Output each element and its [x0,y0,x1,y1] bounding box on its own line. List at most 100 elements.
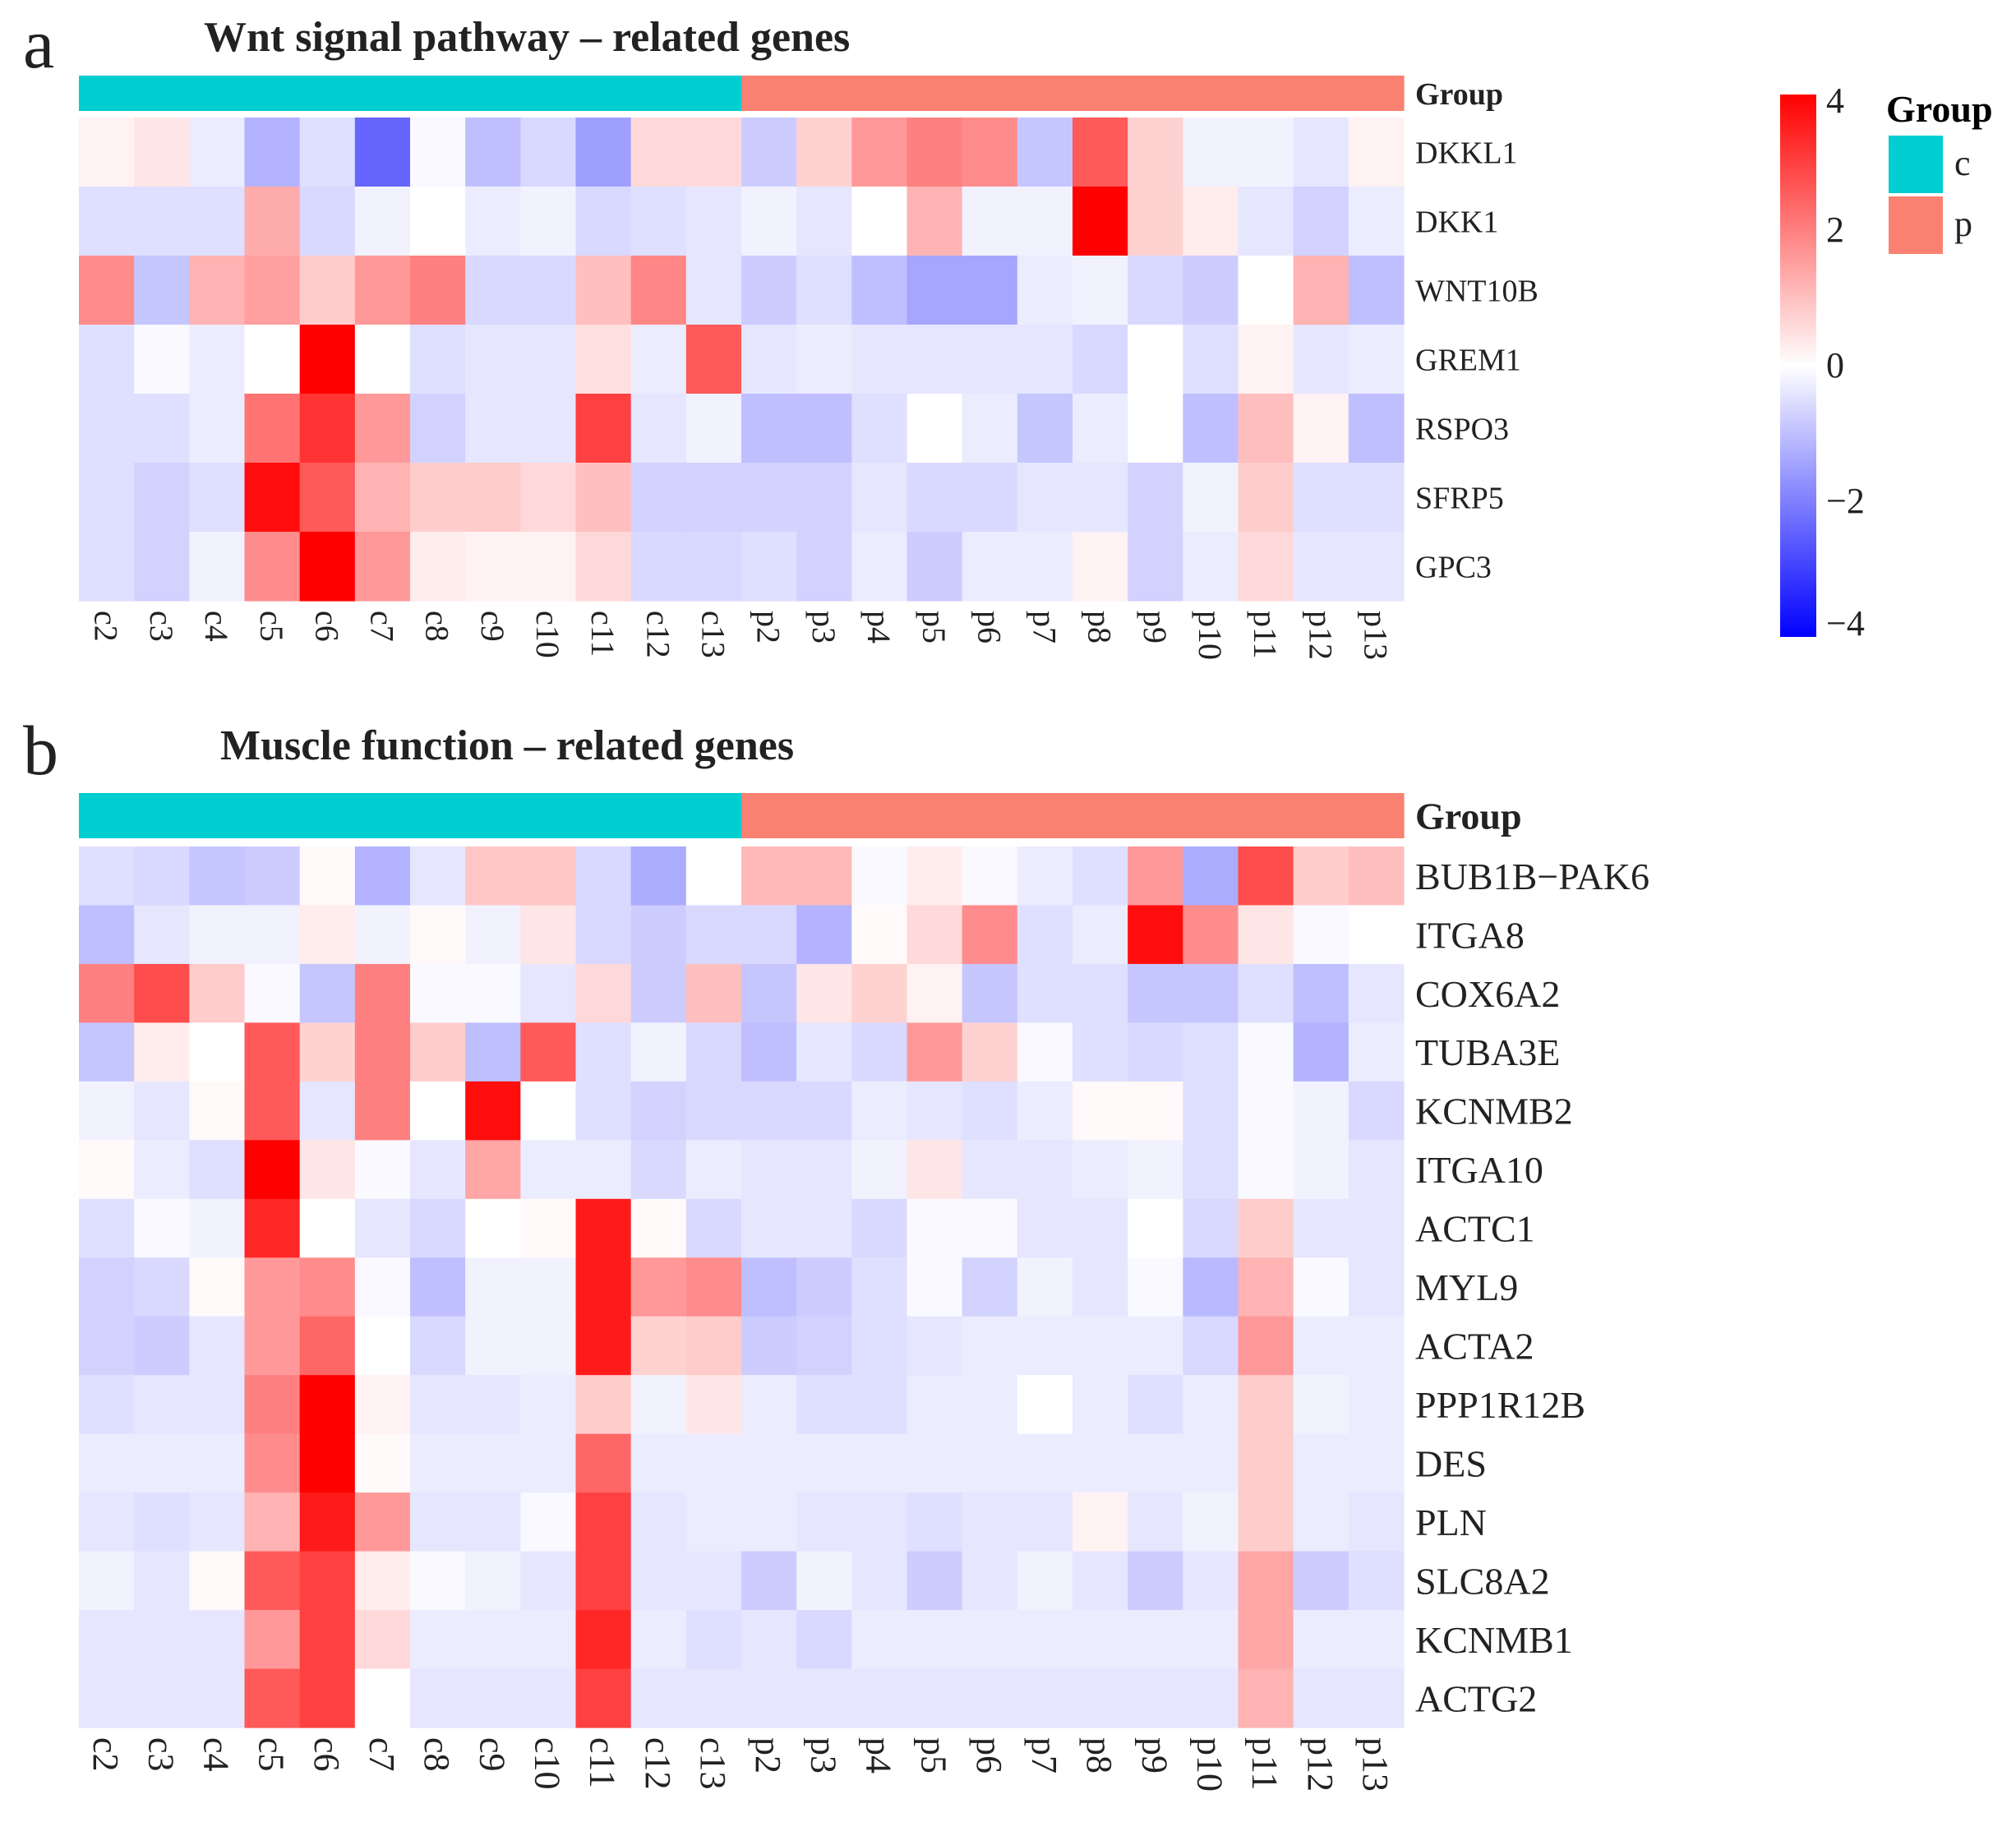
group-annotation-c12 [630,76,687,111]
cell-SLC8A2-c2 [79,1551,135,1611]
cell-PLN-c2 [79,1492,135,1552]
cell-ACTA2-p9 [1128,1316,1183,1376]
cell-GREM1-c5 [244,325,301,394]
row-label-PLN: PLN [1415,1501,1487,1543]
cell-SFRP5-c6 [299,463,356,533]
cell-ITGA10-p12 [1293,1140,1349,1200]
cell-SFRP5-p6 [962,463,1018,533]
cell-ITGA8-p5 [907,905,963,965]
cell-DES-c6 [299,1433,356,1493]
cell-PLN-c6 [299,1492,356,1552]
cell-ITGA8-p9 [1128,905,1183,965]
cell-WNT10B-c8 [410,256,466,325]
cell-WNT10B-c10 [520,256,577,325]
cell-ACTG2-c8 [410,1668,466,1728]
group-annotation-c11 [575,793,632,838]
cell-SLC8A2-p5 [907,1551,963,1611]
cell-ITGA8-p7 [1017,905,1073,965]
cell-PLN-p7 [1017,1492,1073,1552]
cell-KCNMB2-p12 [1293,1081,1349,1141]
cell-KCNMB2-p2 [741,1081,797,1141]
cell-ACTG2-p7 [1017,1668,1073,1728]
cell-WNT10B-p4 [851,256,908,325]
cell-MYL9-p8 [1073,1257,1128,1317]
cell-SFRP5-c5 [244,463,301,533]
cell-DES-c13 [685,1433,742,1493]
cell-ITGA8-c12 [630,905,687,965]
cell-DKKL1-c10 [520,118,577,187]
col-label-c9: c9 [474,611,511,642]
row-label-MYL9: MYL9 [1415,1266,1518,1308]
cell-ACTC1-p5 [907,1198,963,1258]
group-legend-label-c: c [1954,143,1971,183]
group-annotation-p13 [1348,793,1405,838]
cell-PPP1R12B-p4 [851,1375,908,1435]
cell-BUB1B−PAK6-p11 [1238,846,1294,906]
cell-GREM1-c7 [354,325,411,394]
group-annotation-p5 [907,76,963,111]
cell-TUBA3E-c10 [520,1022,577,1082]
cell-ACTC1-p4 [851,1198,908,1258]
cell-BUB1B−PAK6-p12 [1293,846,1349,906]
cell-KCNMB2-c7 [354,1081,411,1141]
cell-PPP1R12B-p5 [907,1375,963,1435]
cell-DES-c12 [630,1433,687,1493]
cell-TUBA3E-c9 [465,1022,521,1082]
cell-KCNMB1-p9 [1128,1610,1183,1670]
group-legend-label-p: p [1954,204,1972,244]
cell-ACTC1-c3 [134,1198,190,1258]
cell-RSPO3-c3 [134,394,190,464]
col-label-c10: c10 [528,1737,568,1790]
cell-ACTC1-c5 [244,1198,301,1258]
cell-DKK1-c8 [410,187,466,256]
cell-ACTA2-p4 [851,1316,908,1376]
group-annotation-p7 [1017,793,1073,838]
cell-ITGA10-c8 [410,1140,466,1200]
cell-SFRP5-c7 [354,463,411,533]
col-label-c6: c6 [308,611,345,642]
group-annotation-label: Group [1415,796,1522,837]
cell-DES-c2 [79,1433,135,1493]
scale-tick-label: −2 [1826,481,1865,521]
cell-KCNMB2-p8 [1073,1081,1128,1141]
cell-BUB1B−PAK6-p13 [1348,846,1405,906]
row-label-PPP1R12B: PPP1R12B [1415,1384,1585,1426]
cell-BUB1B−PAK6-p7 [1017,846,1073,906]
cell-ITGA10-c6 [299,1140,356,1200]
group-annotation-p11 [1238,76,1294,111]
cell-GPC3-p13 [1348,532,1405,602]
cell-SFRP5-c9 [465,463,521,533]
cell-TUBA3E-c6 [299,1022,356,1082]
cell-GREM1-c3 [134,325,190,394]
cell-SLC8A2-p9 [1128,1551,1183,1611]
cell-GREM1-c9 [465,325,521,394]
cell-RSPO3-p2 [741,394,797,464]
cell-GPC3-p8 [1073,532,1128,602]
cell-PPP1R12B-c11 [575,1375,632,1435]
cell-SLC8A2-c5 [244,1551,301,1611]
cell-PLN-c13 [685,1492,742,1552]
cell-KCNMB2-c13 [685,1081,742,1141]
cell-ACTC1-p6 [962,1198,1018,1258]
cell-TUBA3E-c13 [685,1022,742,1082]
group-annotation-p2 [741,793,797,838]
cell-TUBA3E-p6 [962,1022,1018,1082]
cell-ITGA10-p11 [1238,1140,1294,1200]
cell-DES-c8 [410,1433,466,1493]
cell-WNT10B-c6 [299,256,356,325]
row-label-WNT10B: WNT10B [1415,274,1539,308]
col-label-p10: p10 [1192,611,1229,660]
cell-SFRP5-c4 [189,463,246,533]
cell-SFRP5-p9 [1128,463,1183,533]
cell-WNT10B-p13 [1348,256,1405,325]
cell-RSPO3-p9 [1128,394,1183,464]
cell-DKKL1-c12 [630,118,687,187]
cell-GPC3-c5 [244,532,301,602]
cell-MYL9-c7 [354,1257,411,1317]
cell-BUB1B−PAK6-p2 [741,846,797,906]
cell-COX6A2-p8 [1073,963,1128,1023]
cell-PPP1R12B-c7 [354,1375,411,1435]
cell-MYL9-p5 [907,1257,963,1317]
heatmap-muscle-genes: Group BUB1B−PAK6 ITGA8 COX6A2 TUBA3E KCNMB2 IT… [79,793,1649,1792]
scale-tick-label: 2 [1826,210,1844,250]
